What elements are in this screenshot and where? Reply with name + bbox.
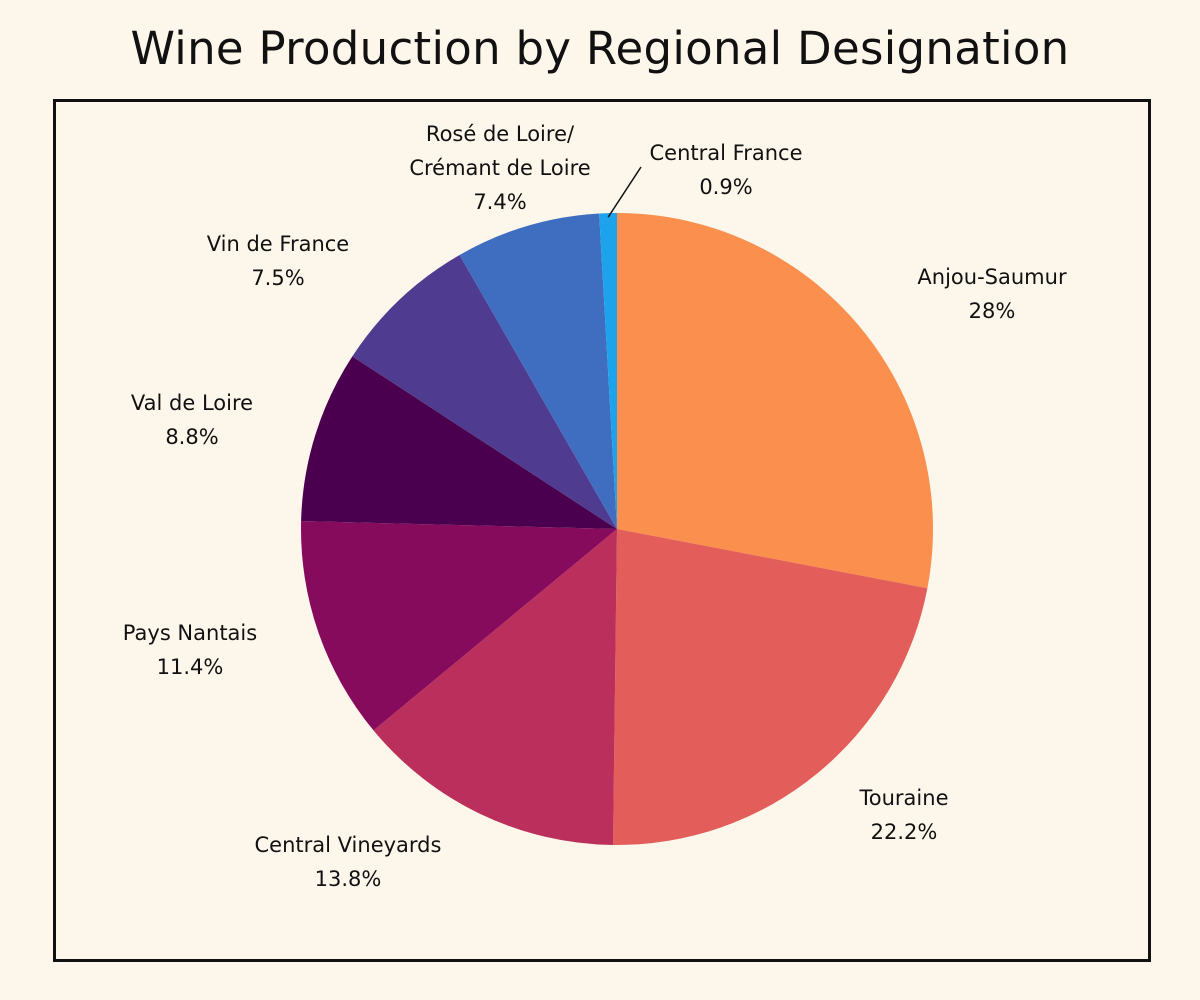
pie-slice	[459, 213, 617, 529]
slice-value-label: 7.4%	[473, 190, 526, 214]
slice-label-name: Touraine	[859, 786, 949, 810]
slice-value-label: 28%	[969, 299, 1016, 323]
slice-value-label: 7.5%	[251, 266, 304, 290]
slice-label-name: Pays Nantais	[123, 621, 257, 645]
pie-slice	[301, 521, 617, 731]
pie-slice	[617, 213, 934, 589]
slice-label: Anjou-Saumur 28%	[917, 265, 1067, 323]
slice-label: Vin de France 7.5%	[207, 232, 349, 290]
slice-label-name: Rosé de Loire/	[426, 122, 575, 146]
slice-label: Val de Loire 8.8%	[131, 391, 253, 449]
slice-value-label: 0.9%	[699, 175, 752, 199]
slice-label: Central France 0.9%	[650, 141, 803, 199]
chart-frame	[53, 99, 1151, 962]
slice-label-name: Central France	[650, 141, 803, 165]
slice-label: Pays Nantais 11.4%	[123, 621, 257, 679]
pie-slice	[599, 213, 617, 529]
slice-value-label: 13.8%	[315, 867, 382, 891]
slice-value-label: 8.8%	[165, 425, 218, 449]
pie-slice	[352, 255, 617, 529]
pie-slice	[373, 529, 617, 845]
slice-label: Touraine 22.2%	[859, 786, 949, 844]
chart-title: Wine Production by Regional Designation	[130, 22, 1070, 75]
leader-line	[607, 166, 642, 218]
slice-label-name: Vin de France	[207, 232, 349, 256]
slice-label: Rosé de Loire/Crémant de Loire 7.4%	[409, 122, 590, 214]
slice-label-name: Anjou-Saumur	[917, 265, 1067, 289]
slice-label-name: Crémant de Loire	[409, 156, 590, 180]
slice-label-name: Central Vineyards	[255, 833, 442, 857]
slice-label: Central Vineyards 13.8%	[255, 833, 442, 891]
pie-slice	[613, 529, 928, 845]
pie-slice	[301, 356, 617, 529]
slice-value-label: 11.4%	[157, 655, 224, 679]
slice-value-label: 22.2%	[871, 820, 938, 844]
slice-label-name: Val de Loire	[131, 391, 253, 415]
